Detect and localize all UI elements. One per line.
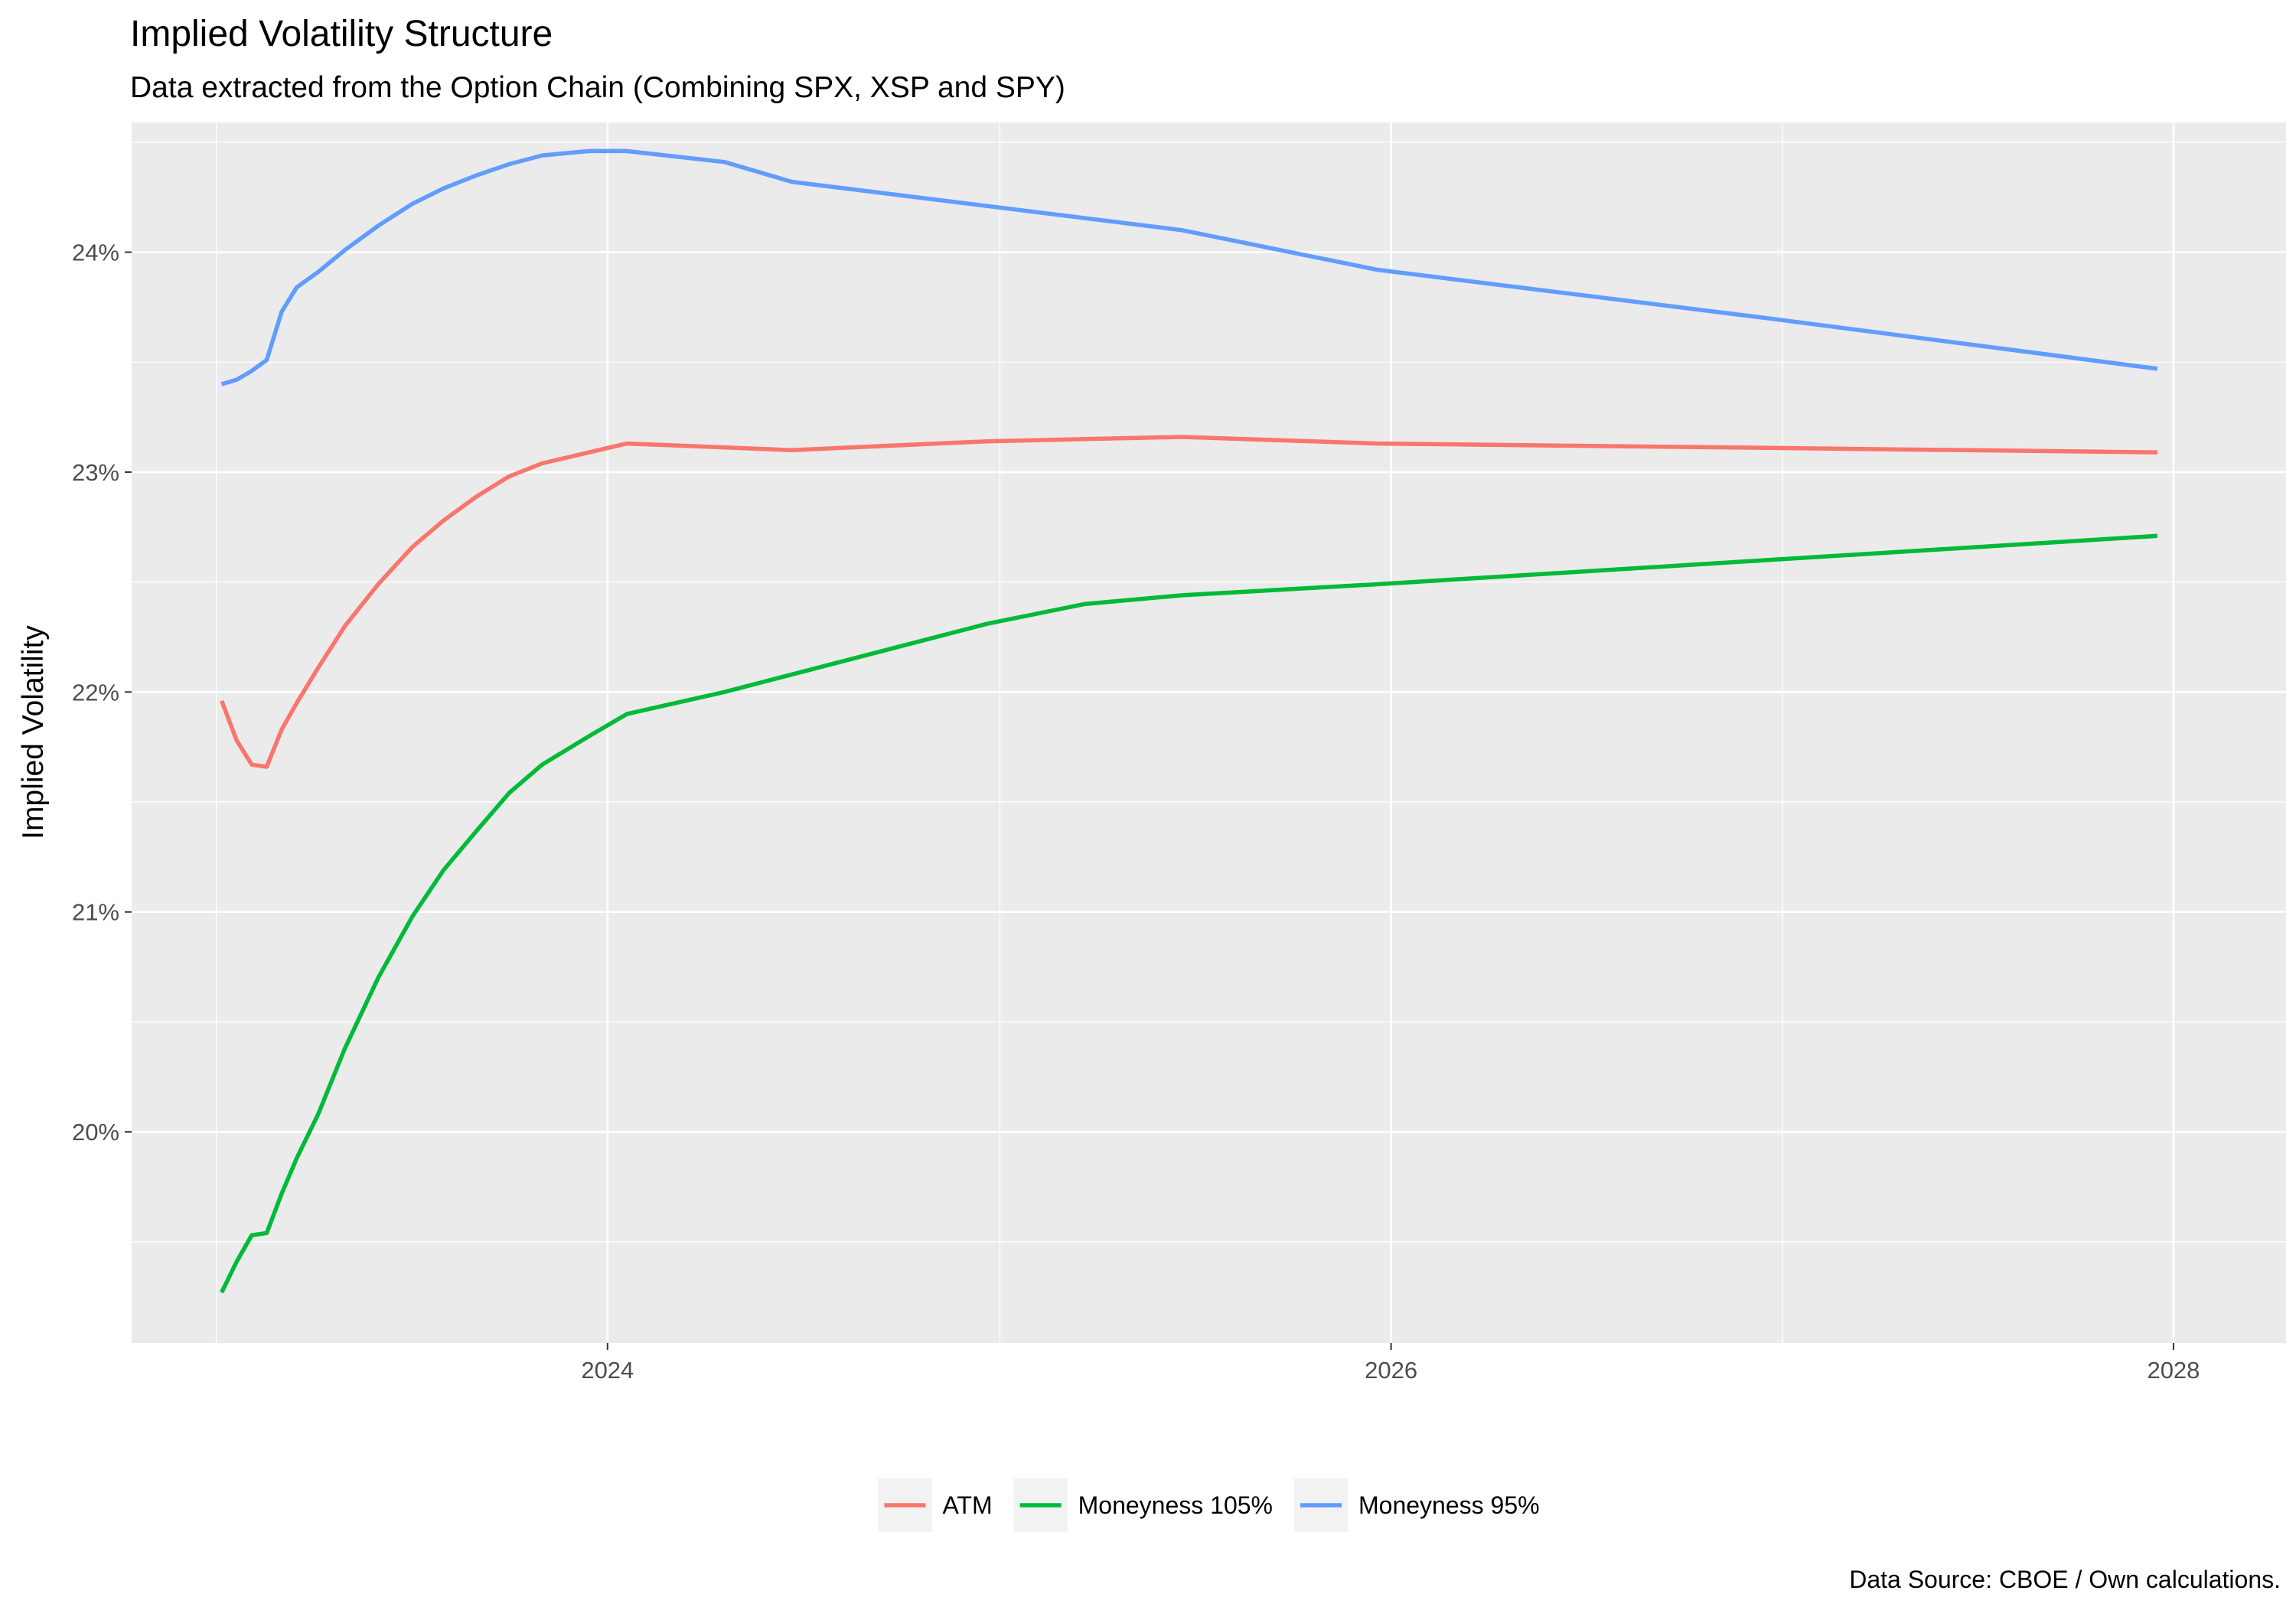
grid-minor	[132, 122, 2286, 1343]
y-tick-label: 23%	[72, 459, 119, 486]
legend-item-atm: ATM	[878, 1478, 993, 1532]
x-tick-label: 2028	[2147, 1357, 2200, 1384]
chart-subtitle: Data extracted from the Option Chain (Co…	[130, 71, 1065, 104]
y-tick-label: 22%	[72, 679, 119, 706]
x-tick-label: 2024	[581, 1357, 634, 1384]
y-tick-label: 21%	[72, 899, 119, 926]
legend-item-moneyness-105: Moneyness 105%	[1013, 1478, 1273, 1532]
x-axis: 2024 2026 2028	[581, 1343, 2200, 1384]
legend-label: ATM	[942, 1491, 992, 1519]
x-tick-label: 2026	[1365, 1357, 1417, 1384]
series-line-moneyness-105	[220, 533, 2158, 1294]
plot-panel	[132, 122, 2286, 1343]
y-axis: 20% 21% 22% 23% 24%	[72, 240, 132, 1146]
y-tick-label: 20%	[72, 1119, 119, 1146]
grid-major	[132, 122, 2286, 1343]
series-lines	[220, 148, 2158, 1294]
legend-label: Moneyness 95%	[1358, 1491, 1540, 1519]
legend: ATM Moneyness 105% Moneyness 95%	[878, 1478, 1540, 1532]
series-line-atm	[220, 435, 2157, 769]
series-line-moneyness-95	[220, 148, 2158, 386]
chart-caption: Data Source: CBOE / Own calculations.	[1849, 1566, 2281, 1593]
y-axis-title: Implied Volatility	[17, 625, 50, 839]
y-tick-label: 24%	[72, 240, 119, 266]
chart-title: Implied Volatility Structure	[130, 14, 553, 54]
legend-label: Moneyness 105%	[1078, 1491, 1273, 1519]
legend-item-moneyness-95: Moneyness 95%	[1293, 1478, 1540, 1532]
